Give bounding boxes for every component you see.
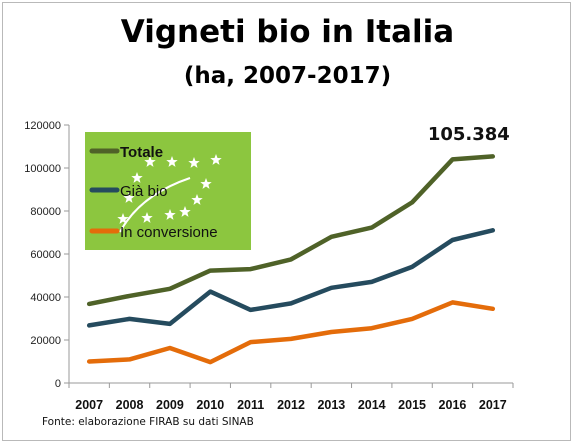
axes: 0 20000 40000 60000 80000 100000 120000 2007 200… [24, 120, 514, 412]
legend-label: In conversione [120, 224, 218, 241]
logo-star-icon [144, 156, 156, 167]
y-tick-label: 120000 [24, 120, 61, 132]
x-tick-label: 2011 [237, 398, 264, 412]
source-note: Fonte: elaborazione FIRAB su dati SINAB [42, 416, 254, 428]
y-tick-label: 100000 [24, 163, 61, 175]
logo-star-icon [191, 194, 203, 205]
chart-subtitle: (ha, 2007-2017) [183, 63, 392, 89]
x-tick-label: 2014 [358, 398, 386, 412]
logo-star-icon [166, 156, 178, 167]
series-group [86, 154, 496, 365]
y-tick-label: 60000 [30, 249, 61, 261]
legend-label: Totale [120, 144, 163, 161]
y-tick-label: 80000 [30, 206, 61, 218]
logo-star-icon [123, 192, 135, 203]
x-tick-label: 2012 [277, 398, 305, 412]
x-tick-label: 2007 [75, 398, 103, 412]
x-tick-label: 2008 [116, 398, 144, 412]
legend: Totale Già bio In conversione [89, 144, 218, 241]
chart-title: Vigneti bio in Italia [120, 14, 455, 50]
x-tick-label: 2016 [439, 398, 467, 412]
logo-star-icon [117, 213, 129, 224]
x-tick-label: 2017 [479, 398, 507, 412]
logo-star-icon [141, 212, 153, 223]
logo-star-icon [164, 209, 176, 220]
series-line-in-conversione [86, 300, 496, 365]
logo-star-icon [179, 206, 191, 217]
y-tick-label: 20000 [30, 335, 61, 347]
x-tick-label: 2010 [196, 398, 224, 412]
logo-star-icon [200, 178, 212, 189]
x-tick-label: 2015 [398, 398, 426, 412]
total-2017-annotation: 105.384 [428, 124, 510, 145]
logo-leaf-stem [119, 177, 191, 233]
logo-star-icon [188, 157, 200, 168]
logo-star-icon [131, 172, 143, 183]
y-tick-label: 40000 [30, 292, 61, 304]
x-tick-label: 2013 [317, 398, 345, 412]
y-tick-label: 0 [55, 378, 61, 390]
legend-label: Già bio [120, 183, 168, 200]
annotation-group: 105.384 [428, 124, 510, 145]
x-tick-label: 2009 [156, 398, 184, 412]
logo-star-icon [210, 154, 222, 165]
